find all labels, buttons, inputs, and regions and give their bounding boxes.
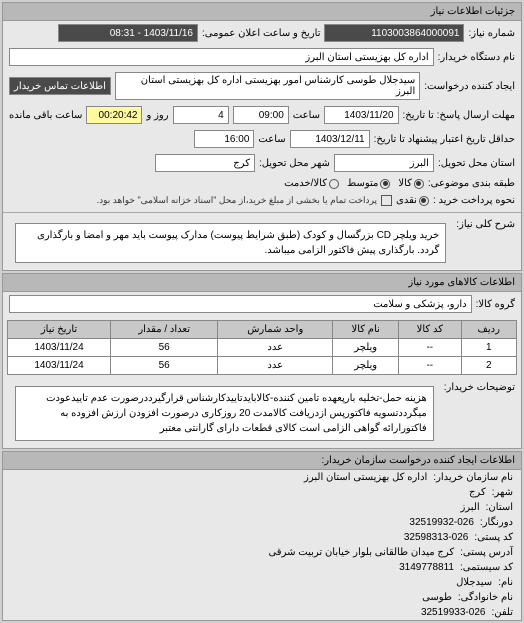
postal-value: 32598313-026 <box>404 532 469 543</box>
deadline-date-field: 1403/11/20 <box>324 106 399 124</box>
radio-cash[interactable]: نقدی <box>396 195 429 206</box>
req-number-field: 1103003864000091 <box>324 24 464 42</box>
creator-field: سیدجلال طوسی کارشناس امور بهزیستی اداره … <box>115 72 420 100</box>
cell: 1403/11/24 <box>8 339 111 357</box>
radio-dot-icon <box>380 179 390 189</box>
cell: عدد <box>218 357 333 375</box>
cell: 56 <box>111 339 218 357</box>
partial-note: پرداخت تمام یا بخشی از مبلغ خرید،از محل … <box>97 195 377 206</box>
cell: 1403/11/24 <box>8 357 111 375</box>
deadline-time-label: ساعت <box>293 110 320 121</box>
col-unit: واحد شمارش <box>218 321 333 339</box>
delivery-state-label: استان محل تحویل: <box>438 158 515 169</box>
cell: 56 <box>111 357 218 375</box>
requirement-details-panel: جزئیات اطلاعات نیاز شماره نیاز: 11030038… <box>2 2 522 271</box>
radio-dot-icon <box>419 196 429 206</box>
address-value: کرج میدان طالقانی بلوار خیابان تربیت شرق… <box>268 547 454 558</box>
divider <box>3 212 521 213</box>
radio-dot-icon <box>414 179 424 189</box>
id-value: 3149778811 <box>399 562 454 573</box>
items-table: ردیف کد کالا نام کالا واحد شمارش تعداد /… <box>7 320 517 375</box>
notes-box: هزینه حمل-تخلیه بارپعهده تامین کننده-کال… <box>15 386 434 441</box>
col-index: ردیف <box>461 321 517 339</box>
public-date-field: 1403/11/16 - 08:31 <box>58 24 198 42</box>
days-field: 4 <box>173 106 229 124</box>
cell: 1 <box>461 339 517 357</box>
cell: -- <box>399 357 461 375</box>
payment-label: نحوه پرداخت خرید : <box>433 195 515 206</box>
buyer-label: نام دستگاه خریدار: <box>438 52 515 63</box>
state-label: استان: <box>486 502 513 513</box>
desc-box: خرید ویلچر CD بزرگسال و کودک (طبق شرایط … <box>15 223 446 263</box>
category-radio-group: کالا متوسط کالا/خدمت <box>284 178 424 189</box>
contact-button[interactable]: اطلاعات تماس خریدار <box>9 77 111 95</box>
state-value: البرز <box>460 502 479 513</box>
delivery-city-label: شهر محل تحویل: <box>259 158 330 169</box>
lastname-label: نام خانوادگی: <box>458 592 513 603</box>
radio-kala[interactable]: کالا <box>398 178 424 189</box>
notes-label: توضیحات خریدار: <box>444 382 515 393</box>
radio-exchange-label: کالا/خدمت <box>284 178 327 189</box>
buyer-field: اداره کل بهزیستی استان البرز <box>9 48 434 66</box>
creator-label: ایجاد کننده درخواست: <box>424 81 515 92</box>
col-code: کد کالا <box>399 321 461 339</box>
panel1-header: جزئیات اطلاعات نیاز <box>3 3 521 21</box>
city-value: کرج <box>469 487 486 498</box>
buyer-info-panel: اطلاعات ایجاد کننده درخواست سازمان خریدا… <box>2 451 522 621</box>
table-row: 1 -- ویلچر عدد 56 1403/11/24 <box>8 339 517 357</box>
lastname-value: طوسی <box>422 592 452 603</box>
deadline-label: مهلت ارسال پاسخ: تا تاریخ: <box>403 110 515 121</box>
radio-exchange[interactable]: کالا/خدمت <box>284 178 339 189</box>
remain-time-field: 00:20:42 <box>86 106 142 124</box>
validity-date-field: 1403/12/11 <box>290 130 370 148</box>
validity-label: حداقل تاریخ اعتبار پیشنهاد تا تاریخ: <box>374 134 515 145</box>
radio-kala-label: کالا <box>398 178 412 189</box>
org-value: اداره کل بهزیستی استان البرز <box>304 472 427 483</box>
desc-label: شرح کلی نیاز: <box>456 219 515 230</box>
id-label: کد سیستمی: <box>460 562 513 573</box>
panel2-header: اطلاعات کالاهای مورد نیاز <box>3 274 521 292</box>
public-date-label: تاریخ و ساعت اعلان عمومی: <box>202 28 321 39</box>
col-name: نام کالا <box>333 321 399 339</box>
col-qty: تعداد / مقدار <box>111 321 218 339</box>
org-label: نام سازمان خریدار: <box>433 472 513 483</box>
phone-value: 32519933-026 <box>421 607 486 618</box>
table-header-row: ردیف کد کالا نام کالا واحد شمارش تعداد /… <box>8 321 517 339</box>
firstname-label: نام: <box>498 577 513 588</box>
group-field: دارو، پزشکی و سلامت <box>9 295 472 313</box>
radio-medium-label: متوسط <box>347 178 378 189</box>
days-label: روز و <box>146 110 168 121</box>
cell: 2 <box>461 357 517 375</box>
city-label: شهر: <box>492 487 513 498</box>
deadline-time-field: 09:00 <box>233 106 289 124</box>
cell: ویلچر <box>333 339 399 357</box>
cell: ویلچر <box>333 357 399 375</box>
fax-label: دورنگار: <box>480 517 513 528</box>
delivery-city-field: کرج <box>155 154 255 172</box>
req-number-label: شماره نیاز: <box>468 28 515 39</box>
address-label: آدرس پستی: <box>460 547 513 558</box>
partial-checkbox[interactable] <box>381 195 392 206</box>
group-label: گروه کالا: <box>476 299 515 310</box>
phone-label: تلفن: <box>491 607 513 618</box>
radio-cash-label: نقدی <box>396 195 417 206</box>
category-label: طبقه بندی موضوعی: <box>428 178 515 189</box>
radio-dot-icon <box>329 179 339 189</box>
cell: عدد <box>218 339 333 357</box>
validity-time-field: 16:00 <box>194 130 254 148</box>
radio-medium[interactable]: متوسط <box>347 178 390 189</box>
items-panel: اطلاعات کالاهای مورد نیاز گروه کالا: دار… <box>2 273 522 449</box>
delivery-state-field: البرز <box>334 154 434 172</box>
col-date: تاریخ نیاز <box>8 321 111 339</box>
table-row: 2 -- ویلچر عدد 56 1403/11/24 <box>8 357 517 375</box>
cell: -- <box>399 339 461 357</box>
validity-time-label: ساعت <box>258 134 285 145</box>
firstname-value: سیدجلال <box>456 577 492 588</box>
fax-value: 32519932-026 <box>409 517 474 528</box>
panel3-header: اطلاعات ایجاد کننده درخواست سازمان خریدا… <box>3 452 521 470</box>
postal-label: کد پستی: <box>474 532 513 543</box>
remain-label: ساعت باقی مانده <box>9 110 82 121</box>
